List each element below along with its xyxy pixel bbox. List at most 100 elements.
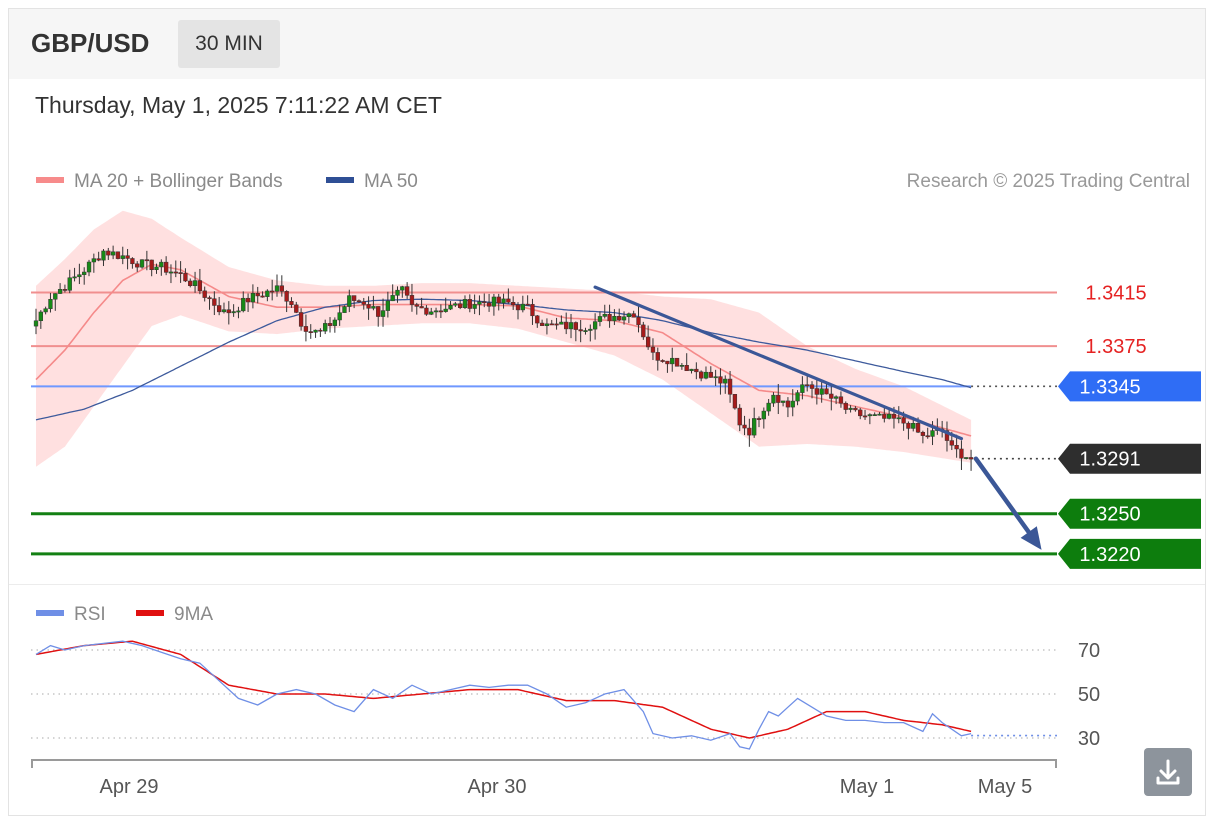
candle-body [915,423,921,433]
candle [645,325,651,350]
bollinger-band [36,210,972,467]
candle [110,245,116,260]
candle [829,384,834,411]
legend-label-rsi: RSI [74,604,106,625]
candle [72,267,77,282]
candle [959,440,964,470]
candle [689,368,694,374]
candle-body [183,272,188,282]
bollinger-band-layer [36,210,972,467]
level-tag-support [1058,538,1201,569]
candle-body [458,303,463,308]
candle-body [390,295,395,302]
candle [486,293,492,312]
candle [780,400,786,407]
candle-body [679,365,685,367]
candle-body [670,357,675,365]
candle [192,271,198,293]
candle-body [631,313,636,318]
candle-body [318,329,323,332]
download-button[interactable] [1144,748,1192,796]
candle-body [607,314,612,322]
candle-body [289,301,294,306]
candle-body [771,394,776,404]
candle [236,306,241,319]
candle-body [149,259,154,271]
candle [101,248,106,267]
candle-body [660,360,665,362]
candle [785,397,791,418]
candle [130,257,135,269]
candle-body [448,305,453,310]
candle [332,317,337,333]
rsi-line [35,640,972,750]
candle-body [197,280,203,292]
candle [135,261,140,272]
candle-body [366,304,371,309]
candle [443,297,448,313]
candle-body [356,300,362,303]
candle-body [684,365,689,372]
candle-body [814,388,819,395]
candle-body [221,309,227,313]
candle [650,338,656,361]
candle [207,295,212,310]
candle-body [549,323,554,326]
candle [482,293,487,308]
candle-body [202,290,207,298]
candle-body [404,286,410,296]
candle [289,297,294,308]
candle [221,302,227,314]
candle [57,283,63,294]
candle [183,268,188,283]
rsi-tick-label: 50 [1078,684,1100,706]
candle-body [819,388,824,395]
timeframe-button[interactable]: 30 MIN [178,20,280,68]
candle [477,295,482,316]
candle [631,310,636,318]
candle-body [67,277,72,291]
candle [433,307,439,318]
candle [602,304,607,319]
rsi-tick-label: 30 [1078,728,1100,750]
candle-body [597,316,603,322]
rsi-tick-label: 70 [1078,640,1100,662]
candle [862,409,868,420]
candle [265,289,270,302]
candle [752,407,757,438]
candle-body [703,371,709,379]
candle [833,395,839,405]
candle-body [57,289,63,294]
candle [525,295,530,306]
candle [776,384,781,415]
candle-body [674,357,680,367]
candle [535,315,540,328]
candle [270,279,275,301]
candle-body [467,299,472,309]
time-tick-label: Apr 30 [468,776,527,798]
candle-body [515,304,521,311]
candle-body [86,261,92,273]
candle [202,286,207,302]
candle [568,314,574,339]
candle [713,369,718,386]
candle [197,268,203,295]
legend-swatch-9ma [136,609,164,616]
candle-body [337,312,342,321]
candle-body [144,259,150,262]
bearish-trendline [593,285,964,441]
candle [660,359,665,363]
candle-body [472,304,477,309]
legend-rsi: RSI [36,604,106,626]
candle-body [573,322,578,330]
candle-body [96,258,101,261]
candle-body [655,352,660,361]
candle [641,321,646,340]
candle-body [833,396,839,399]
candle-body [496,296,501,304]
candle [342,305,347,313]
candle-body [270,290,275,293]
candle-body [173,271,178,274]
candle-body [906,422,911,429]
candle [337,304,342,326]
